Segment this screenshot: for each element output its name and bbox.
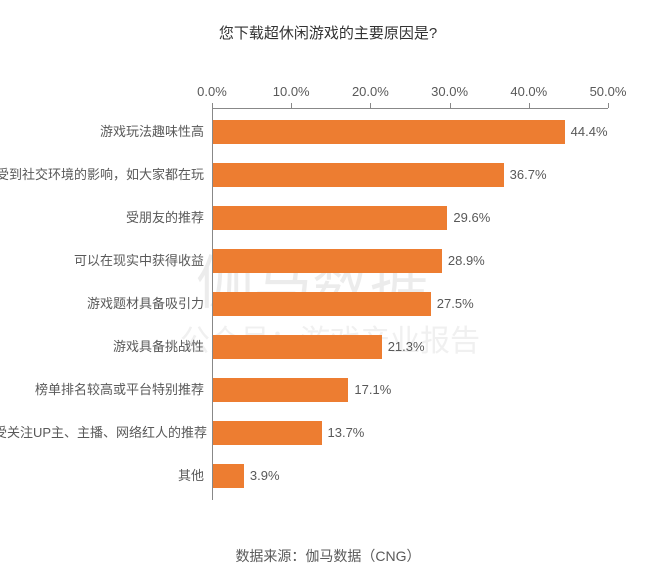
category-label: 游戏具备挑战性: [0, 335, 204, 359]
bar: [213, 464, 244, 488]
value-label: 21.3%: [388, 335, 425, 359]
x-tick-label: 0.0%: [197, 84, 227, 99]
bar-row: 受到社交环境的影响，如大家都在玩 36.7%: [0, 163, 656, 187]
bar-row: 可以在现实中获得收益 28.9%: [0, 249, 656, 273]
category-label: 受朋友的推荐: [0, 206, 204, 230]
value-label: 13.7%: [328, 421, 365, 445]
category-label: 受到社交环境的影响，如大家都在玩: [0, 163, 204, 187]
x-tick-mark: [608, 103, 609, 108]
value-label: 44.4%: [571, 120, 608, 144]
x-tick-mark: [291, 103, 292, 108]
bar-row: 游戏题材具备吸引力 27.5%: [0, 292, 656, 316]
bar-row: 游戏具备挑战性 21.3%: [0, 335, 656, 359]
x-tick-label: 50.0%: [590, 84, 627, 99]
value-label: 27.5%: [437, 292, 474, 316]
x-tick-mark: [450, 103, 451, 108]
bar-row: 受关注UP主、主播、网络红人的推荐 13.7%: [0, 421, 656, 445]
category-label: 可以在现实中获得收益: [0, 249, 204, 273]
chart-area: 伽马数据公众号：游戏产业报告 0.0%10.0%20.0%30.0%40.0%5…: [0, 60, 656, 520]
category-label: 榜单排名较高或平台特别推荐: [0, 378, 204, 402]
bar: [213, 378, 348, 402]
bar: [213, 206, 447, 230]
value-label: 17.1%: [354, 378, 391, 402]
bar-row: 受朋友的推荐 29.6%: [0, 206, 656, 230]
bar-row: 游戏玩法趣味性高 44.4%: [0, 120, 656, 144]
x-tick-label: 20.0%: [352, 84, 389, 99]
category-label: 游戏玩法趣味性高: [0, 120, 204, 144]
value-label: 28.9%: [448, 249, 485, 273]
bar: [213, 421, 322, 445]
chart-title: 您下载超休闲游戏的主要原因是?: [0, 0, 656, 43]
bar: [213, 335, 382, 359]
category-label: 受关注UP主、主播、网络红人的推荐: [0, 421, 204, 445]
x-axis-line: [212, 108, 608, 109]
bar: [213, 249, 442, 273]
category-label: 游戏题材具备吸引力: [0, 292, 204, 316]
x-tick-mark: [212, 103, 213, 108]
x-tick-label: 40.0%: [510, 84, 547, 99]
data-source: 数据来源：伽马数据（CNG）: [0, 546, 656, 566]
x-tick-label: 10.0%: [273, 84, 310, 99]
value-label: 36.7%: [510, 163, 547, 187]
value-label: 29.6%: [453, 206, 490, 230]
bar-row: 榜单排名较高或平台特别推荐 17.1%: [0, 378, 656, 402]
category-label: 其他: [0, 464, 204, 488]
x-tick-mark: [529, 103, 530, 108]
x-tick-label: 30.0%: [431, 84, 468, 99]
value-label: 3.9%: [250, 464, 280, 488]
bar: [213, 120, 565, 144]
bar-row: 其他 3.9%: [0, 464, 656, 488]
bar: [213, 163, 504, 187]
x-tick-mark: [370, 103, 371, 108]
bar: [213, 292, 431, 316]
